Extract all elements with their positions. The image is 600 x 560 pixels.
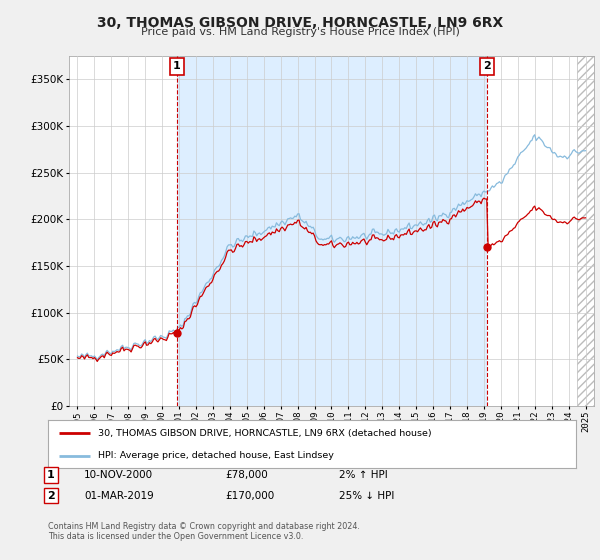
Text: 2: 2 (47, 491, 55, 501)
Text: 30, THOMAS GIBSON DRIVE, HORNCASTLE, LN9 6RX (detached house): 30, THOMAS GIBSON DRIVE, HORNCASTLE, LN9… (98, 429, 432, 438)
Bar (177, 56, 487, 406)
Text: 1: 1 (173, 61, 181, 71)
Text: 2% ↑ HPI: 2% ↑ HPI (339, 470, 388, 480)
Text: 1: 1 (47, 470, 55, 480)
Text: This data is licensed under the Open Government Licence v3.0.: This data is licensed under the Open Gov… (48, 532, 304, 541)
Text: 10-NOV-2000: 10-NOV-2000 (84, 470, 153, 480)
Text: Price paid vs. HM Land Registry's House Price Index (HPI): Price paid vs. HM Land Registry's House … (140, 27, 460, 37)
Text: £170,000: £170,000 (225, 491, 274, 501)
Text: 01-MAR-2019: 01-MAR-2019 (84, 491, 154, 501)
Text: 2: 2 (483, 61, 491, 71)
Bar (577, 56, 594, 406)
Bar (577, 56, 594, 406)
Text: 30, THOMAS GIBSON DRIVE, HORNCASTLE, LN9 6RX: 30, THOMAS GIBSON DRIVE, HORNCASTLE, LN9… (97, 16, 503, 30)
Text: £78,000: £78,000 (225, 470, 268, 480)
Text: 25% ↓ HPI: 25% ↓ HPI (339, 491, 394, 501)
Text: Contains HM Land Registry data © Crown copyright and database right 2024.: Contains HM Land Registry data © Crown c… (48, 522, 360, 531)
Text: HPI: Average price, detached house, East Lindsey: HPI: Average price, detached house, East… (98, 451, 334, 460)
